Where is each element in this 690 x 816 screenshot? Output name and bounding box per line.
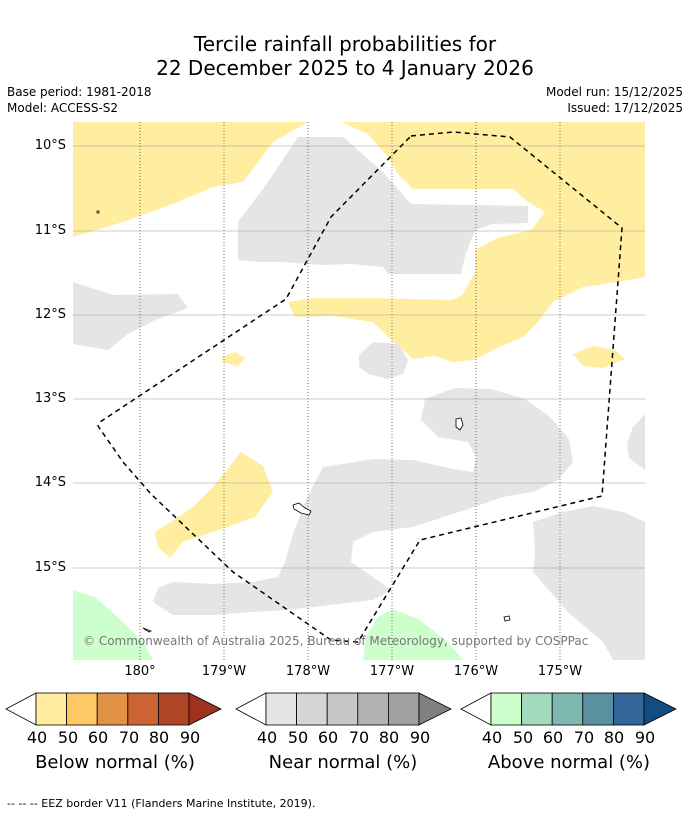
island-central-east [455, 417, 464, 431]
copyright-notice: © Commonwealth of Australia 2025, Bureau… [83, 634, 588, 648]
above-colorbar-swatch [490, 692, 523, 726]
lon-label: 177°W [369, 664, 415, 679]
island-south [503, 615, 511, 622]
above-normal-regions [73, 590, 463, 660]
above-normal-colorbar [460, 692, 677, 726]
above-colorbar-swatch [521, 692, 553, 726]
below-region-southwest [155, 452, 273, 558]
below-tick: 70 [118, 728, 140, 747]
lon-label: 176°W [453, 664, 499, 679]
above-region-southwest [73, 590, 153, 660]
model-run-text: Model run: 15/12/2025 [545, 85, 683, 99]
above-tick: 50 [512, 728, 534, 747]
lat-label: 11°S [34, 223, 66, 238]
below-colorbar-swatch [35, 692, 68, 726]
below-colorbar-underflow [5, 692, 37, 726]
above-tick: 40 [481, 728, 503, 747]
below-colorbar-swatch [157, 692, 190, 726]
below-normal-colorbar [5, 692, 222, 726]
above-tick: 60 [542, 728, 564, 747]
above-tick: 80 [603, 728, 625, 747]
near-region-central-band [153, 388, 573, 615]
near-colorbar-swatch [265, 692, 298, 726]
issued-text: Issued: 17/12/2025 [567, 101, 683, 115]
near-region-north [238, 137, 528, 274]
near-colorbar-swatch [357, 692, 389, 726]
island-southwest [142, 627, 152, 633]
above-region-south-centre [363, 609, 463, 660]
near-normal-label: Near normal (%) [268, 752, 418, 773]
lat-label: 12°S [34, 307, 66, 322]
forecast-map: © Commonwealth of Australia 2025, Bureau… [73, 122, 645, 660]
map-title-line-1: Tercile rainfall probabilities for [193, 32, 497, 56]
above-colorbar-swatch [612, 692, 645, 726]
below-normal-regions [73, 122, 645, 558]
below-colorbar-swatch [96, 692, 129, 726]
below-region-northwest [73, 122, 308, 237]
near-region-west [73, 282, 188, 350]
near-tick: 70 [348, 728, 370, 747]
near-colorbar-underflow [235, 692, 267, 726]
lat-label: 10°S [34, 138, 66, 153]
island-north-dot [96, 210, 100, 214]
below-region-northeast [288, 122, 645, 362]
eez-footnote: -- -- -- EEZ border V11 (Flanders Marine… [7, 797, 316, 810]
below-tick: 50 [57, 728, 79, 747]
below-colorbar-swatch [127, 692, 159, 726]
lat-label: 15°S [34, 560, 66, 575]
lon-label: 175°W [537, 664, 583, 679]
below-normal-label: Below normal (%) [35, 752, 195, 773]
near-normal-colorbar [235, 692, 452, 726]
near-region-centre-blob [359, 342, 408, 379]
near-colorbar-swatch [296, 692, 328, 726]
above-colorbar-swatch [551, 692, 584, 726]
near-colorbar-swatch [387, 692, 420, 726]
model-text: Model: ACCESS-S2 [7, 101, 119, 115]
below-tick: 80 [148, 728, 170, 747]
lat-label: 13°S [34, 391, 66, 406]
island-central [292, 502, 312, 516]
below-region-centre-small [221, 352, 245, 366]
lon-label: 180° [124, 664, 156, 679]
below-tick: 60 [87, 728, 109, 747]
near-tick: 50 [287, 728, 309, 747]
near-tick: 60 [317, 728, 339, 747]
above-colorbar-underflow [460, 692, 492, 726]
near-tick: 80 [378, 728, 400, 747]
map-title-line-2: 22 December 2025 to 4 January 2026 [156, 56, 534, 80]
near-region-southeast [533, 506, 645, 660]
near-tick: 40 [256, 728, 278, 747]
above-normal-label: Above normal (%) [487, 752, 651, 773]
near-region-east-edge [627, 414, 645, 470]
near-tick: 90 [409, 728, 431, 747]
near-colorbar-swatch [326, 692, 359, 726]
island-outlines [96, 210, 511, 633]
above-tick: 90 [634, 728, 656, 747]
below-tick: 90 [179, 728, 201, 747]
lon-label: 179°W [201, 664, 247, 679]
base-period-text: Base period: 1981-2018 [7, 85, 152, 99]
near-normal-regions [73, 137, 645, 660]
below-colorbar-overflow [188, 692, 222, 726]
latitude-gridlines [73, 145, 645, 569]
eez-border [97, 131, 623, 643]
below-tick: 40 [26, 728, 48, 747]
below-colorbar-swatch [66, 692, 98, 726]
near-colorbar-overflow [418, 692, 452, 726]
above-colorbar-overflow [643, 692, 677, 726]
lon-label: 178°W [285, 664, 331, 679]
above-tick: 70 [573, 728, 595, 747]
above-colorbar-swatch [582, 692, 614, 726]
lat-label: 14°S [34, 475, 66, 490]
